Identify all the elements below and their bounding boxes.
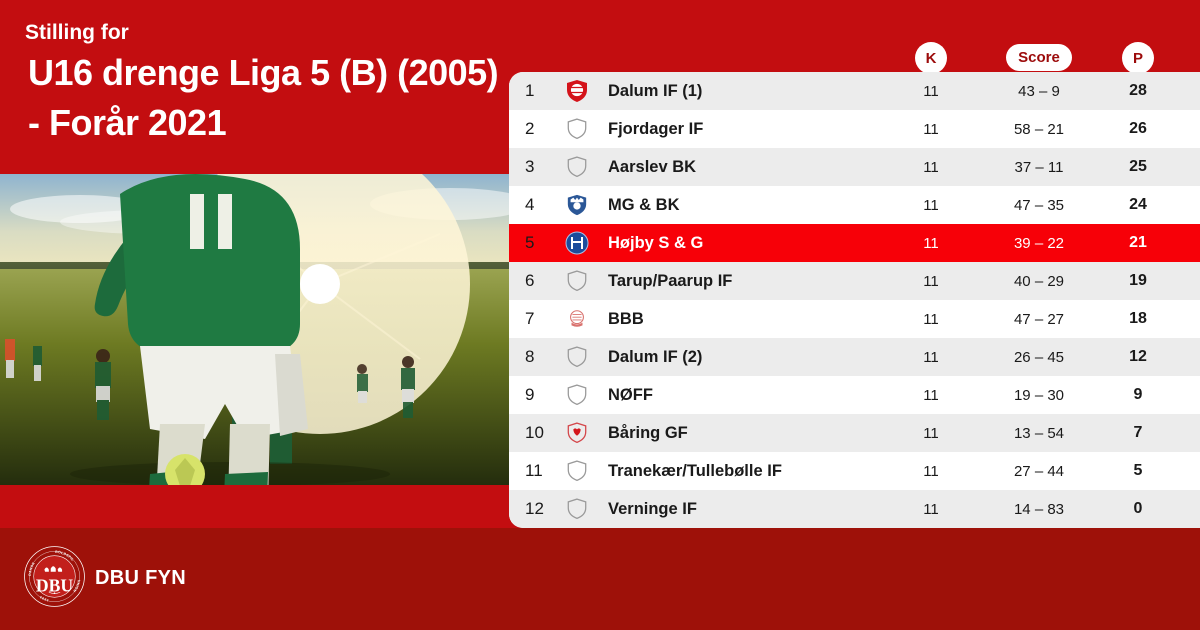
svg-text:DBU: DBU bbox=[36, 575, 73, 595]
